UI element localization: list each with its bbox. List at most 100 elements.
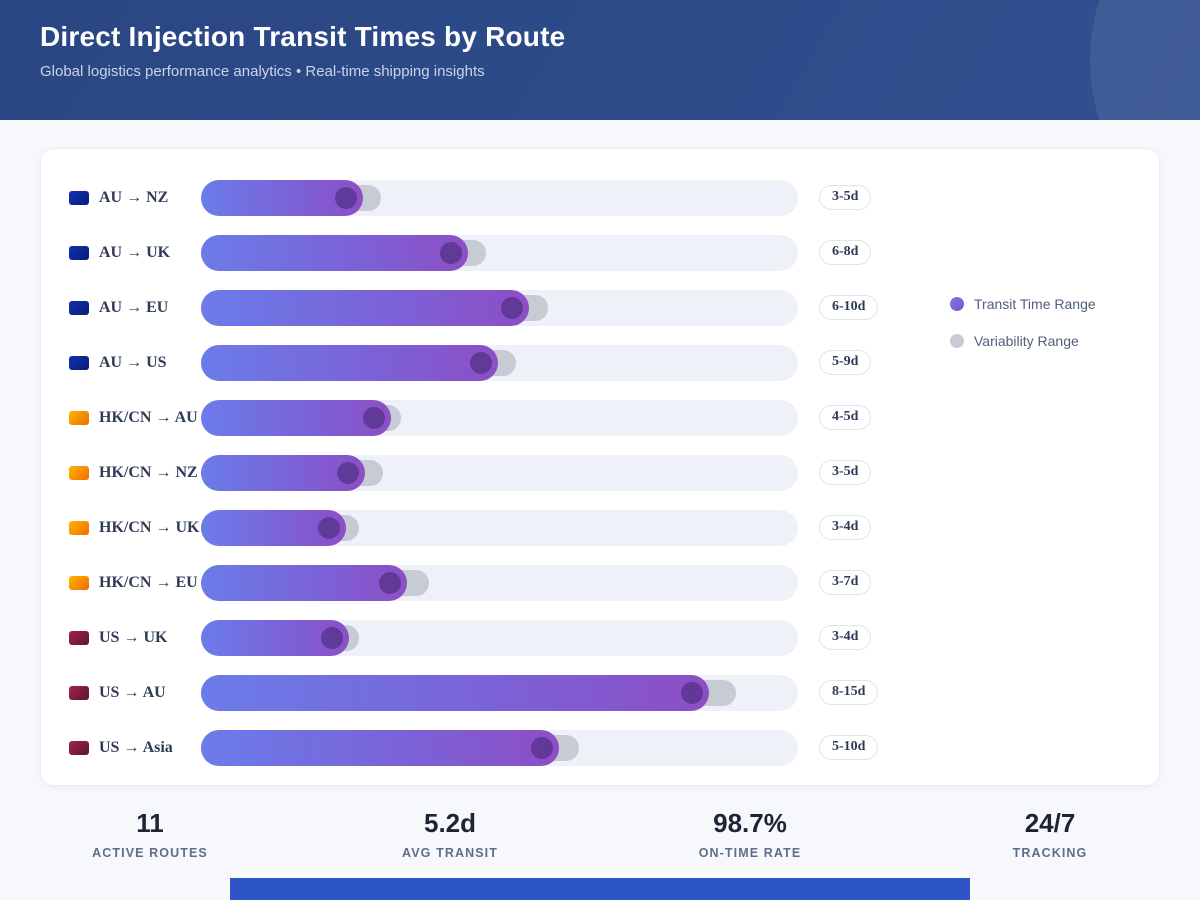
transit-bar-track	[201, 344, 798, 381]
route-flag-icon	[69, 520, 89, 535]
stat-avg-transit: 5.2d AVG TRANSIT	[300, 808, 600, 860]
duration-badge: 5-9d	[819, 350, 872, 375]
transit-bar-track	[201, 454, 798, 491]
stat-value: 24/7	[1024, 808, 1076, 838]
route-flag-icon	[69, 245, 89, 260]
bar-end-dot-icon	[378, 571, 401, 594]
legend-item-variability: Variability Range	[950, 333, 1096, 349]
stat-tracking: 24/7 TRACKING	[900, 808, 1200, 860]
route-flag-icon	[69, 465, 89, 480]
bar-end-dot-icon	[334, 186, 357, 209]
bar-end-dot-icon	[362, 406, 385, 429]
route-flag-icon	[69, 300, 89, 315]
bar-end-dot-icon	[318, 516, 341, 539]
stat-value: 98.7%	[713, 808, 787, 838]
duration-badge: 3-7d	[819, 570, 872, 595]
legend-label: Transit Time Range	[974, 296, 1096, 312]
transit-bar-track	[201, 619, 798, 656]
route-label: US → UK	[99, 628, 168, 646]
transit-bar-track	[201, 179, 798, 216]
page-subtitle: Global logistics performance analytics •…	[40, 63, 485, 80]
stat-label: TRACKING	[1012, 846, 1088, 860]
route-label: HK/CN → UK	[99, 518, 200, 536]
variability-range-dot-icon	[950, 334, 964, 348]
route-flag-icon	[69, 355, 89, 370]
bar-end-dot-icon	[681, 681, 704, 704]
transit-time-bar	[201, 619, 350, 656]
transit-bar-track	[201, 564, 798, 601]
transit-range-dot-icon	[950, 297, 964, 311]
transit-time-bar	[201, 674, 710, 711]
transit-bar-track	[201, 234, 798, 271]
route-rows-container: AU → NZ 3-5d AU → UK 6-8d AU → EU 6-	[41, 170, 1159, 775]
transit-bar-track	[201, 674, 798, 711]
duration-badge: 5-10d	[819, 735, 879, 760]
stat-label: ON-TIME RATE	[698, 846, 802, 860]
route-row: US → Asia 5-10d	[41, 720, 1159, 775]
route-label: AU → US	[99, 353, 167, 371]
route-row: HK/CN → UK 3-4d	[41, 500, 1159, 555]
duration-badge: 3-5d	[819, 460, 872, 485]
transit-time-bar	[201, 344, 498, 381]
transit-time-bar	[201, 234, 468, 271]
transit-times-chart-card: AU → NZ 3-5d AU → UK 6-8d AU → EU 6-	[40, 148, 1160, 786]
route-flag-icon	[69, 630, 89, 645]
route-row: AU → US 5-9d	[41, 335, 1159, 390]
transit-bar-track	[201, 509, 798, 546]
transit-time-bar	[201, 399, 391, 436]
route-row: AU → NZ 3-5d	[41, 170, 1159, 225]
route-label: AU → EU	[99, 298, 169, 316]
route-row: HK/CN → NZ 3-5d	[41, 445, 1159, 500]
duration-badge: 3-5d	[819, 185, 872, 210]
route-label: AU → NZ	[99, 188, 169, 206]
stat-on-time-rate: 98.7% ON-TIME RATE	[600, 808, 900, 860]
route-row: US → UK 3-4d	[41, 610, 1159, 665]
transit-time-bar	[201, 729, 560, 766]
route-label: AU → UK	[99, 243, 171, 261]
route-label: US → Asia	[99, 738, 173, 756]
transit-time-bar	[201, 564, 407, 601]
stat-label: ACTIVE ROUTES	[92, 846, 208, 860]
route-flag-icon	[69, 575, 89, 590]
bar-end-dot-icon	[469, 351, 492, 374]
stat-label: AVG TRANSIT	[402, 846, 498, 860]
stat-value: 11	[136, 808, 164, 838]
duration-badge: 3-4d	[819, 625, 872, 650]
bar-end-dot-icon	[337, 461, 360, 484]
route-row: HK/CN → AU 4-5d	[41, 390, 1159, 445]
route-label: US → AU	[99, 683, 166, 701]
footer-accent-bar	[230, 878, 970, 900]
header-decoration-circle	[1090, 0, 1200, 120]
bar-end-dot-icon	[439, 241, 462, 264]
route-label: HK/CN → NZ	[99, 463, 198, 481]
stat-active-routes: 11 ACTIVE ROUTES	[0, 808, 300, 860]
route-label: HK/CN → AU	[99, 408, 198, 426]
header: Direct Injection Transit Times by Route …	[0, 0, 1200, 120]
transit-time-bar	[201, 509, 347, 546]
page-title: Direct Injection Transit Times by Route	[40, 21, 566, 52]
route-label: HK/CN → EU	[99, 573, 198, 591]
transit-bar-track	[201, 729, 798, 766]
route-flag-icon	[69, 190, 89, 205]
bar-end-dot-icon	[500, 296, 523, 319]
duration-badge: 8-15d	[819, 680, 879, 705]
duration-badge: 6-8d	[819, 240, 872, 265]
transit-bar-track	[201, 399, 798, 436]
route-flag-icon	[69, 410, 89, 425]
route-row: US → AU 8-15d	[41, 665, 1159, 720]
duration-badge: 4-5d	[819, 405, 872, 430]
legend-item-transit: Transit Time Range	[950, 296, 1096, 312]
transit-time-bar	[201, 289, 529, 326]
duration-badge: 6-10d	[819, 295, 879, 320]
route-flag-icon	[69, 740, 89, 755]
route-row: HK/CN → EU 3-7d	[41, 555, 1159, 610]
summary-stats: 11 ACTIVE ROUTES 5.2d AVG TRANSIT 98.7% …	[0, 808, 1200, 860]
transit-time-bar	[201, 454, 366, 491]
stat-value: 5.2d	[423, 808, 477, 838]
route-row: AU → EU 6-10d	[41, 280, 1159, 335]
bar-end-dot-icon	[531, 736, 554, 759]
route-flag-icon	[69, 685, 89, 700]
bar-end-dot-icon	[321, 626, 344, 649]
chart-legend: Transit Time Range Variability Range	[950, 296, 1096, 370]
transit-time-bar	[201, 179, 363, 216]
